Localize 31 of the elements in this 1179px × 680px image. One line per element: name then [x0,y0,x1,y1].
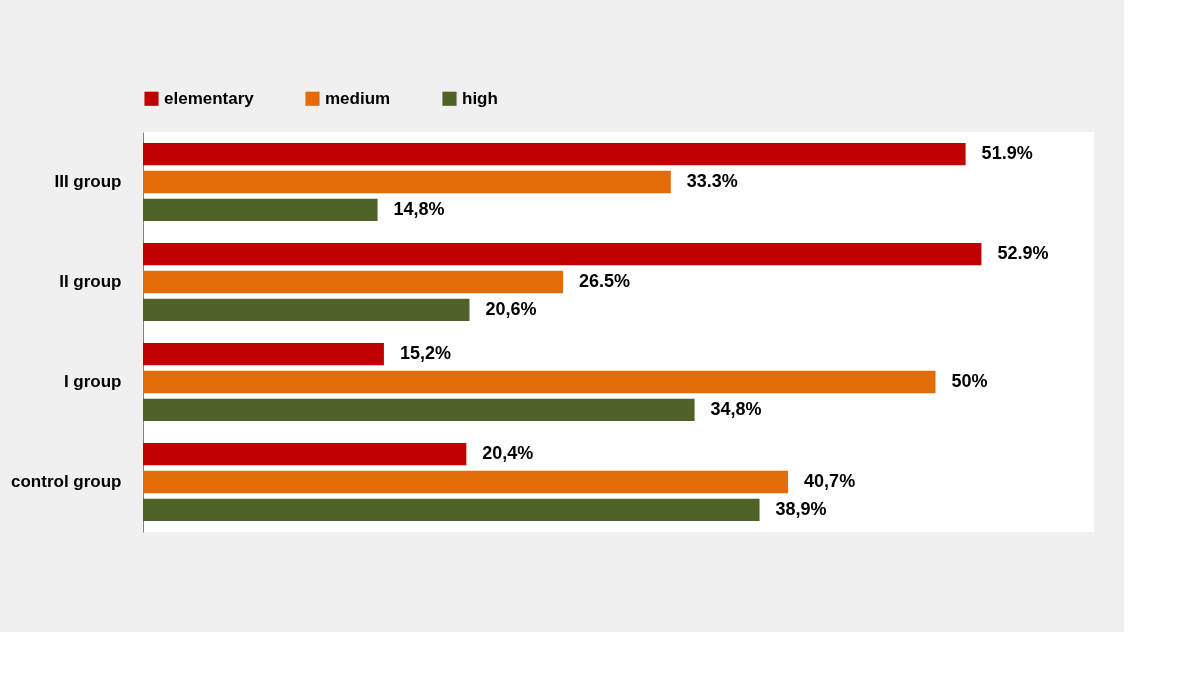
y-tick-label: I group [63,372,122,391]
data-label: 33.3% [686,171,738,191]
bar [143,198,378,221]
legend-label: elementary [164,88,255,108]
bar [143,270,564,294]
legend-label: medium [325,88,391,108]
data-label: 51.9% [981,143,1033,164]
data-label: 26.5% [579,271,631,291]
bar [143,498,760,521]
data-label: 34,8% [710,398,762,419]
bar [143,470,789,494]
bar [143,143,966,166]
bar [143,398,695,421]
y-tick-label: control group [11,472,122,491]
data-label: 20,6% [485,298,537,319]
y-tick-label: II group [59,272,122,291]
y-tick-label: III group [54,172,122,191]
data-label: 15,2% [399,343,451,364]
bar [143,170,671,194]
legend-label: high [462,88,498,108]
data-label: 52.9% [997,243,1049,264]
data-label: 50% [951,371,988,391]
bar [143,343,384,366]
bar [143,243,982,266]
data-label: 40,7% [804,471,856,491]
data-label: 38,9% [775,498,827,519]
bar [143,370,936,394]
bar [143,443,467,466]
bar [143,298,470,321]
data-label: 20,4% [482,443,534,464]
data-label: 14,8% [393,198,445,219]
